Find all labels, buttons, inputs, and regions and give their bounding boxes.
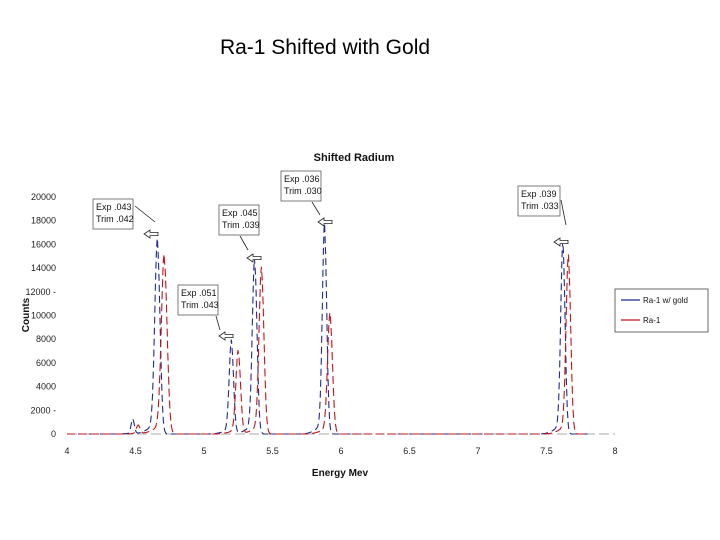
y-tick-label: 2000 -: [30, 405, 56, 415]
series-line-ra1: [67, 253, 588, 435]
annotation-text: Trim .043: [181, 300, 219, 310]
slide-title: Ra-1 Shifted with Gold: [219, 36, 431, 59]
x-tick-label: 5.5: [266, 446, 279, 456]
y-tick-label: 0: [51, 429, 56, 439]
x-tick-label: 7: [475, 446, 480, 456]
annotation-box: [218, 204, 260, 236]
annotation-arrow-icon: [246, 253, 262, 263]
series-line-ra1-with-gold: [67, 223, 588, 435]
y-tick-label: 20000: [31, 192, 56, 202]
y-tick-label: 8000: [36, 334, 56, 344]
legend: Ra-1 w/ gold Ra-1: [614, 288, 709, 333]
annotation-text: Trim .033: [521, 201, 559, 211]
annotation-text: Exp .039: [521, 189, 557, 199]
legend-label-gold: Ra-1 w/ gold: [643, 296, 688, 305]
legend-box: [614, 288, 709, 333]
annotation-text: Trim .039: [222, 220, 260, 230]
x-tick-label: 4: [64, 446, 69, 456]
y-tick-label: 4000: [36, 382, 56, 392]
x-tick-label: 6.5: [403, 446, 416, 456]
annotation-arrow-icon: [218, 331, 234, 341]
y-axis-label: Counts: [21, 297, 32, 332]
y-tick-label: 14000: [31, 263, 56, 273]
annotation-text: Exp .045: [222, 208, 258, 218]
y-tick-label: 16000: [31, 239, 56, 249]
x-tick-label: 5: [201, 446, 206, 456]
x-tick-labels: 4 4.5 5 5.5 6 6.5 7 7.5 8: [64, 446, 617, 456]
annotation-text: Trim .030: [284, 186, 322, 196]
annotation-text: Trim .042: [96, 214, 134, 224]
y-tick-label: 12000 -: [25, 287, 56, 297]
y-tick-label: 6000: [36, 358, 56, 368]
x-tick-label: 8: [612, 446, 617, 456]
x-tick-label: 6: [338, 446, 343, 456]
annotation-text: Exp .043: [96, 202, 132, 212]
annotation-leader-line: [215, 315, 221, 331]
series-layer: [67, 223, 588, 435]
y-tick-label: 18000: [31, 216, 56, 226]
annotation-arrow-icon: [317, 217, 333, 227]
annotation-box: [280, 170, 322, 202]
annotation-arrow-icon: [143, 229, 159, 239]
annotation-leader-line: [560, 199, 567, 226]
chart-title: Shifted Radium: [314, 152, 395, 164]
annotation-box: [177, 284, 219, 316]
annotation-leader-line: [134, 205, 156, 223]
annotation-leader-line: [239, 235, 249, 251]
annotation-box: [517, 185, 561, 217]
annotation-text: Exp .051: [181, 288, 217, 298]
x-tick-label: 7.5: [540, 446, 553, 456]
annotation-box: [92, 198, 134, 230]
x-tick-label: 4.5: [129, 446, 142, 456]
annotation-leader-line: [311, 201, 321, 216]
x-axis-label: Energy Mev: [312, 468, 369, 479]
y-tick-labels: 0 2000 - 4000 6000 8000 10000 12000 - 14000 1600…: [25, 192, 56, 439]
annotation-text: Exp .036: [284, 174, 320, 184]
legend-label-ra1: Ra-1: [643, 316, 661, 325]
y-tick-label: 10000: [31, 311, 56, 321]
annotation-layer: Exp .043 Trim .042 Exp .045 Trim .039 Exp .0…: [92, 170, 569, 341]
annotation-arrow-icon: [553, 237, 569, 247]
